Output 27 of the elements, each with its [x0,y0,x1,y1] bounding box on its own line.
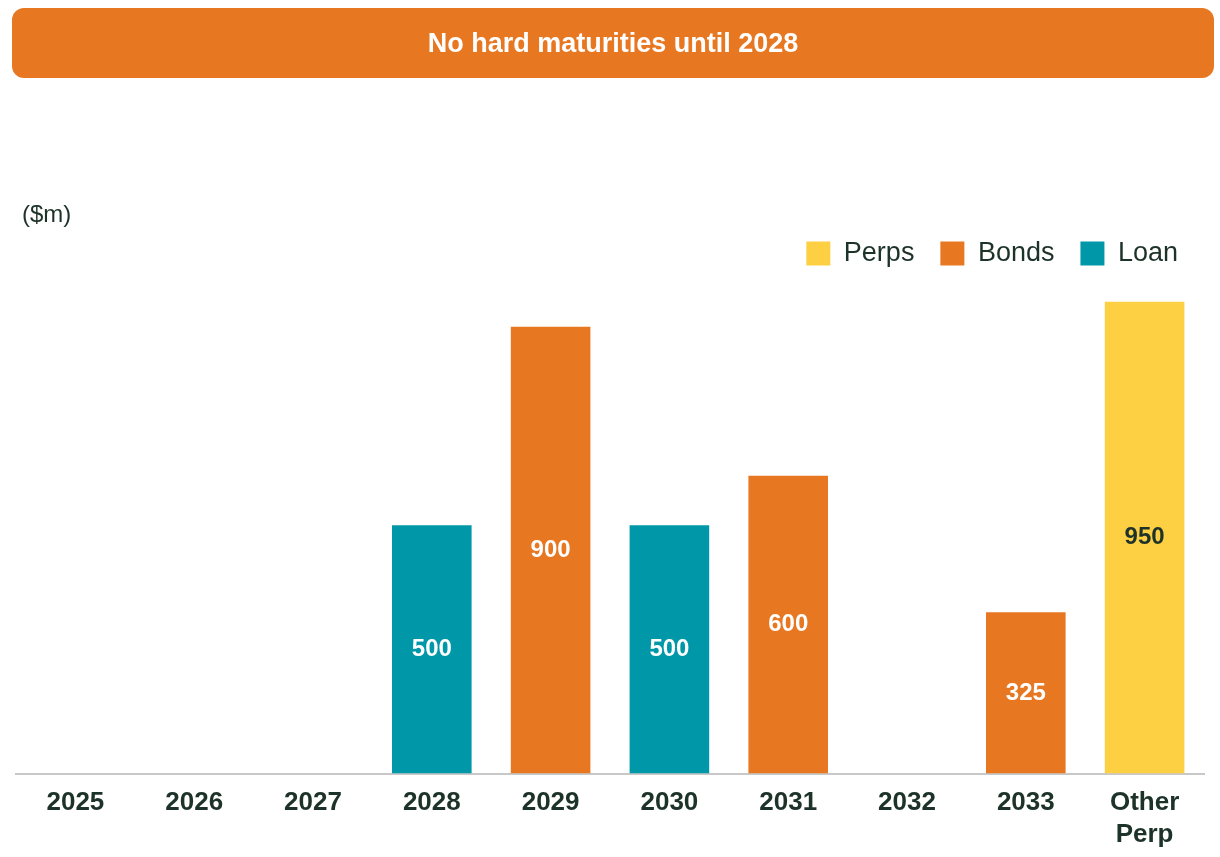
bar [986,612,1066,774]
legend-label: Loan [1117,236,1179,267]
x-tick-label: 2029 [521,786,580,817]
legend-label: Bonds [977,236,1055,267]
bar [748,475,828,774]
x-tick-label: 2025 [46,786,105,817]
y-axis-title: ($m) [22,200,72,228]
x-tick-label: 2033 [996,786,1055,817]
chart-title: No hard maturities until 2028 [12,8,1214,78]
x-tick-label: 2032 [878,786,936,817]
data-label: 950 [1124,522,1165,550]
x-tick-label: Other Perp [1109,786,1180,848]
bar [629,525,710,774]
x-tick-label: 2026 [165,786,224,817]
data-label: 325 [1005,677,1046,705]
x-tick-label: 2031 [759,786,818,817]
bar [510,326,591,774]
data-label: 600 [768,609,809,637]
bar [392,525,472,774]
data-label: 900 [530,534,571,562]
x-tick-label: 2030 [640,786,699,817]
x-tick-label: 2028 [402,786,461,817]
bar [1104,301,1185,774]
data-label: 500 [411,634,452,662]
x-tick-label: 2027 [284,786,342,817]
data-label: 500 [649,634,690,662]
legend-label: Perps [843,236,915,267]
